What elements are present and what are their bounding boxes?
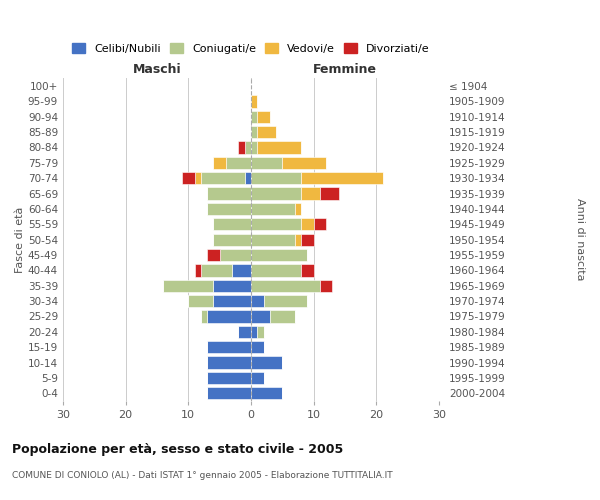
Bar bbox=[320, 188, 339, 200]
Y-axis label: Anni di nascita: Anni di nascita bbox=[575, 198, 585, 281]
Bar bbox=[251, 126, 257, 138]
Bar bbox=[214, 280, 251, 292]
Bar bbox=[214, 156, 226, 169]
Bar bbox=[251, 188, 301, 200]
Bar bbox=[314, 218, 326, 230]
Text: COMUNE DI CONIOLO (AL) - Dati ISTAT 1° gennaio 2005 - Elaborazione TUTTITALIA.IT: COMUNE DI CONIOLO (AL) - Dati ISTAT 1° g… bbox=[12, 470, 392, 480]
Bar bbox=[320, 280, 332, 292]
Bar bbox=[251, 218, 301, 230]
Bar bbox=[251, 295, 263, 308]
Text: Popolazione per età, sesso e stato civile - 2005: Popolazione per età, sesso e stato civil… bbox=[12, 442, 343, 456]
Bar bbox=[207, 356, 251, 368]
Bar bbox=[251, 249, 307, 261]
Bar bbox=[220, 249, 251, 261]
Bar bbox=[301, 264, 314, 276]
Bar bbox=[214, 295, 251, 308]
Text: Femmine: Femmine bbox=[313, 63, 377, 76]
Bar bbox=[301, 188, 320, 200]
Bar bbox=[251, 172, 301, 184]
Bar bbox=[201, 310, 207, 322]
Bar bbox=[214, 218, 251, 230]
Bar bbox=[257, 110, 270, 123]
Bar bbox=[194, 264, 201, 276]
Bar bbox=[245, 172, 251, 184]
Bar bbox=[295, 234, 301, 246]
Bar bbox=[251, 387, 283, 400]
Bar bbox=[238, 326, 251, 338]
Bar bbox=[251, 203, 295, 215]
Bar bbox=[207, 341, 251, 353]
Bar bbox=[163, 280, 214, 292]
Bar bbox=[257, 326, 263, 338]
Bar bbox=[194, 172, 201, 184]
Bar bbox=[251, 234, 295, 246]
Bar bbox=[251, 310, 270, 322]
Bar bbox=[232, 264, 251, 276]
Bar bbox=[251, 142, 257, 154]
Bar bbox=[301, 172, 383, 184]
Bar bbox=[188, 295, 214, 308]
Bar bbox=[226, 156, 251, 169]
Bar bbox=[251, 95, 257, 108]
Bar bbox=[251, 280, 320, 292]
Bar bbox=[263, 295, 307, 308]
Bar bbox=[251, 326, 257, 338]
Bar bbox=[207, 249, 220, 261]
Bar bbox=[238, 142, 245, 154]
Bar bbox=[301, 218, 314, 230]
Bar bbox=[251, 264, 301, 276]
Text: Maschi: Maschi bbox=[133, 63, 181, 76]
Y-axis label: Fasce di età: Fasce di età bbox=[15, 206, 25, 273]
Bar bbox=[257, 126, 276, 138]
Bar bbox=[207, 387, 251, 400]
Bar bbox=[201, 172, 245, 184]
Bar bbox=[182, 172, 194, 184]
Bar bbox=[207, 203, 251, 215]
Bar bbox=[207, 372, 251, 384]
Bar bbox=[245, 142, 251, 154]
Bar bbox=[201, 264, 232, 276]
Legend: Celibi/Nubili, Coniugati/e, Vedovi/e, Divorziati/e: Celibi/Nubili, Coniugati/e, Vedovi/e, Di… bbox=[68, 38, 434, 58]
Bar bbox=[283, 156, 326, 169]
Bar bbox=[251, 341, 263, 353]
Bar bbox=[251, 372, 263, 384]
Bar bbox=[251, 156, 283, 169]
Bar bbox=[214, 234, 251, 246]
Bar bbox=[257, 142, 301, 154]
Bar bbox=[207, 188, 251, 200]
Bar bbox=[251, 356, 283, 368]
Bar bbox=[301, 234, 314, 246]
Bar bbox=[207, 310, 251, 322]
Bar bbox=[251, 110, 257, 123]
Bar bbox=[270, 310, 295, 322]
Bar bbox=[295, 203, 301, 215]
